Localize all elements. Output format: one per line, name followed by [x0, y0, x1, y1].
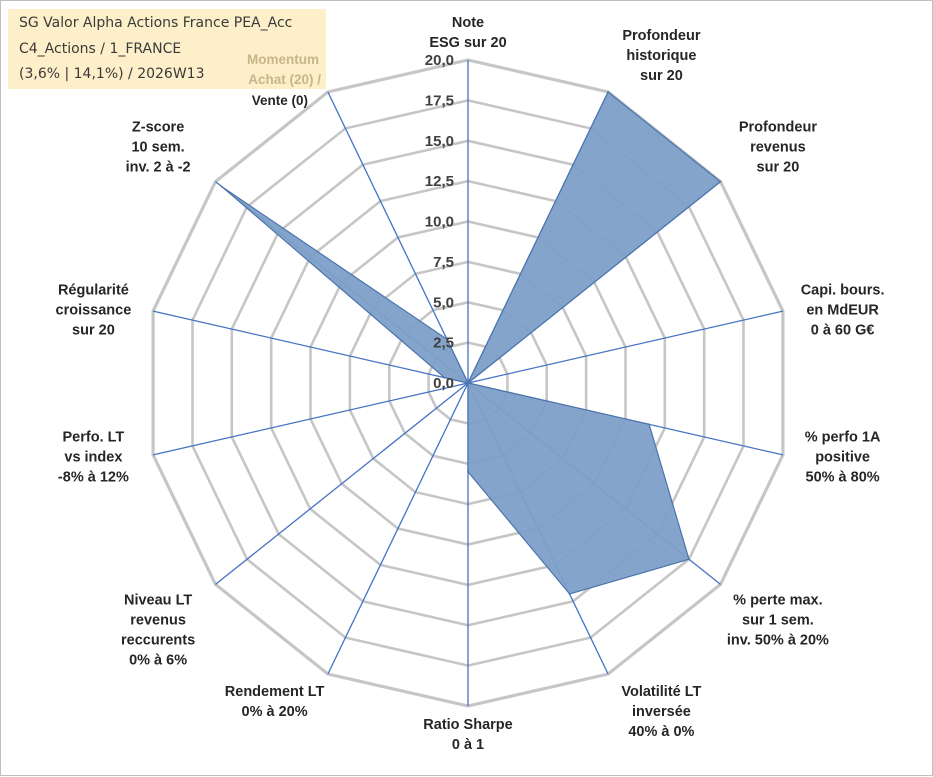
axis-spoke: [152, 310, 469, 384]
radial-tick-label: 15,0: [425, 133, 454, 150]
axis-spoke: [327, 91, 469, 384]
axis-label: Capi. bours. en MdEUR 0 à 60 G€: [801, 282, 885, 338]
axis-label-line: positive: [815, 450, 870, 466]
axis-label: Ratio Sharpe 0 à 1: [423, 717, 512, 753]
axis-label-line: sur 20: [640, 68, 683, 84]
axis-label-line: vs index: [64, 450, 122, 466]
axis-spoke: [327, 382, 469, 675]
data-point: [443, 376, 446, 379]
axis-label: Z-score 10 sem. inv. 2 à -2: [126, 120, 191, 176]
data-point: [446, 338, 448, 341]
data-point: [220, 185, 223, 188]
axis-label-line: 40% à 0%: [628, 724, 694, 740]
axis-label-line: 0 à 60 G€: [811, 322, 875, 338]
axis-label-line: en MdEUR: [806, 302, 879, 318]
axis-label-line: 0 à 1: [452, 737, 484, 753]
axis-spoke: [215, 382, 469, 585]
radial-tick-label: 10,0: [425, 214, 454, 231]
axis-label-line: historique: [626, 48, 696, 64]
axis-label-line: -8% à 12%: [58, 470, 129, 486]
axis-label-line: sur 1 sem.: [742, 612, 814, 628]
radial-tick-label: 17,5: [425, 92, 454, 109]
axis-label-momentum-line-2: Achat (20) /: [248, 72, 321, 87]
axis-label-line: Note: [452, 15, 484, 31]
axis-label-line: reccurents: [121, 632, 195, 648]
data-point: [568, 593, 571, 595]
axis-label-line: Régularité: [58, 282, 129, 298]
data-point: [467, 470, 469, 473]
data-point: [688, 558, 690, 561]
data-point: [607, 91, 609, 93]
axis-label: Profondeur historique sur 20: [622, 28, 700, 84]
radial-tick-label: 7,5: [433, 254, 454, 271]
axis-label-line: 0% à 20%: [242, 704, 308, 720]
axis-label-line: inversée: [632, 704, 691, 720]
data-point: [648, 423, 650, 426]
axis-label: Rendement LT 0% à 20%: [225, 684, 325, 720]
axis-label-line: Capi. bours.: [801, 282, 885, 298]
axis-spoke: [467, 310, 784, 384]
axis-label-line: Profondeur: [739, 120, 817, 136]
axis-label-momentum-line-1: Momentum: [247, 52, 319, 67]
axis-label: % perfo 1A positive 50% à 80%: [805, 430, 881, 486]
axis-label-line: Niveau LT: [124, 592, 192, 608]
axis-label-line: Profondeur: [622, 28, 700, 44]
axis-label-momentum-line-3: Vente (0): [251, 93, 308, 108]
axis-label-line: inv. 50% à 20%: [727, 632, 829, 648]
axis-label-line: Rendement LT: [225, 684, 325, 700]
radial-tick-label: 12,5: [425, 173, 454, 190]
axis-label-line: % perfo 1A: [805, 430, 881, 446]
axis-label-line: sur 20: [72, 322, 115, 338]
axis-label-line: 0% à 6%: [129, 652, 187, 668]
axis-label-line: Perfo. LT: [63, 430, 125, 446]
axis-label-line: 10 sem.: [131, 140, 184, 156]
radial-tick-label: 20,0: [425, 52, 454, 69]
axis-label: Volatilité LT inversée 40% à 0%: [621, 684, 701, 740]
axis-label-line: Volatilité LT: [621, 684, 701, 700]
axis-label-line: ESG sur 20: [429, 35, 506, 51]
axis-label: Profondeur revenus sur 20: [739, 120, 817, 176]
axis-spoke: [152, 382, 469, 456]
axis-label: Perfo. LT vs index -8% à 12%: [58, 430, 129, 486]
radial-tick-label: 2,5: [433, 335, 454, 352]
axis-label: Niveau LT revenus reccurents 0% à 6%: [121, 592, 195, 668]
axis-label: Note ESG sur 20: [429, 15, 506, 51]
fund-info-box: SG Valor Alpha Actions France PEA_Acc C4…: [8, 9, 326, 89]
axis-label-line: % perte max.: [733, 592, 822, 608]
axis-label-line: 50% à 80%: [806, 470, 880, 486]
radial-tick-label: 0,0: [433, 375, 454, 392]
fund-category: C4_Actions / 1_FRANCE: [19, 41, 182, 57]
fund-name: SG Valor Alpha Actions France PEA_Acc: [19, 15, 293, 31]
axis-label-line: croissance: [56, 302, 132, 318]
fund-stats: (3,6% | 14,1%) / 2026W13: [19, 66, 205, 82]
data-point: [467, 382, 469, 384]
axis-label: % perte max. sur 1 sem. inv. 50% à 20%: [727, 592, 829, 648]
radial-tick-label: 5,0: [433, 294, 454, 311]
axis-label-line: Ratio Sharpe: [423, 717, 512, 733]
axis-label-line: revenus: [130, 612, 186, 628]
data-point: [719, 180, 722, 183]
axis-label-line: inv. 2 à -2: [126, 160, 191, 176]
axis-label-line: sur 20: [757, 160, 800, 176]
axis-label-line: revenus: [750, 140, 806, 156]
axis-label: Régularité croissance sur 20: [56, 282, 132, 338]
axis-label-line: Z-score: [132, 120, 184, 136]
